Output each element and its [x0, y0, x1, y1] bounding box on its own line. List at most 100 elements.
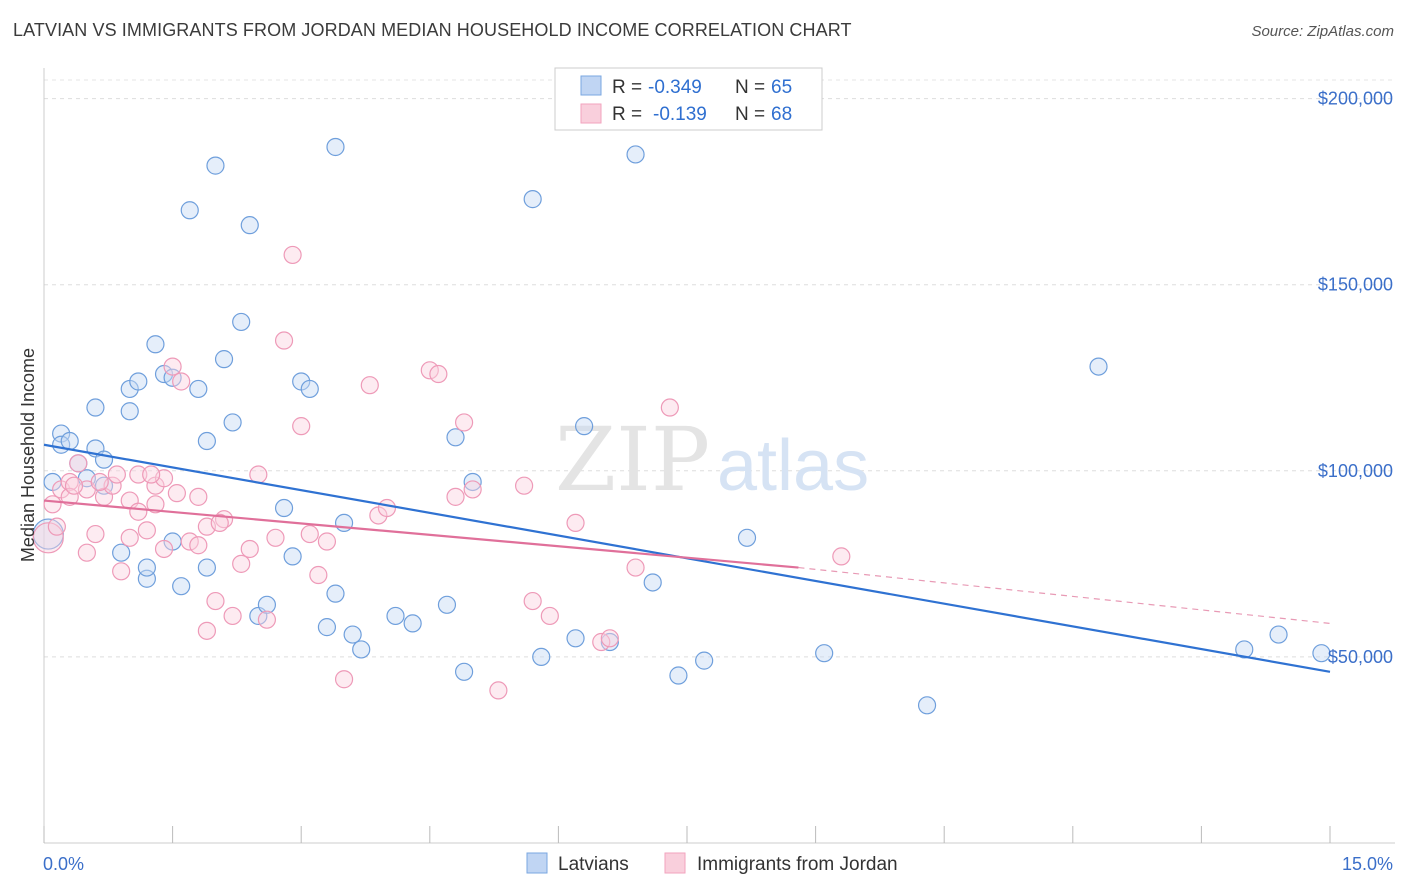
jordan-point-11: [120, 528, 139, 547]
latvians-point-60: [1089, 357, 1108, 376]
axes: [43, 68, 1395, 844]
jordan-point-16: [146, 495, 165, 514]
jordan-point-14: [129, 465, 148, 484]
jordan-point-63: [90, 472, 109, 492]
latvians-point-43: [403, 614, 422, 633]
latvians-point-41: [352, 640, 371, 659]
bottom-label-latvians: Latvians: [558, 854, 629, 875]
latvians-point-38: [326, 137, 345, 157]
latvians-point-50: [566, 629, 585, 648]
latvians-point-53: [626, 145, 645, 164]
latvians-point-28: [232, 312, 251, 332]
jordan-point-60: [32, 522, 64, 554]
jordan-point-65: [142, 465, 161, 484]
trend-lines: [43, 443, 1331, 673]
y-axis-title: Median Household Income: [18, 348, 38, 562]
jordan-point-3: [60, 487, 79, 506]
latvians-point-22: [189, 379, 208, 399]
jordan-point-37: [292, 417, 311, 436]
jordan-points: [32, 245, 851, 700]
latvians-point-49: [532, 647, 551, 667]
jordan-point-36: [283, 245, 302, 265]
chart-title: LATVIAN VS IMMIGRANTS FROM JORDAN MEDIAN…: [13, 20, 852, 40]
legend-n-value-2: 68: [771, 104, 792, 125]
watermark-atlas: atlas: [717, 426, 869, 506]
jordan-point-7: [86, 524, 105, 544]
bottom-legend: Latvians Immigrants from Jordan: [526, 852, 898, 875]
jordan-point-48: [454, 413, 474, 432]
y-tick-label-1: $100,000: [1318, 461, 1393, 481]
latvians-point-46: [454, 662, 474, 681]
jordan-point-10: [112, 562, 131, 581]
legend-r-value-2: -0.139: [653, 104, 707, 125]
latvians-point-54: [643, 573, 662, 592]
latvians-point-63: [1312, 644, 1331, 663]
latvians-point-6: [86, 398, 105, 417]
latvians-point-32: [274, 498, 294, 518]
latvians-point-15: [137, 558, 156, 577]
x-tick-max: 15.0%: [1342, 854, 1393, 874]
latvians-point-51: [575, 417, 594, 436]
jordan-point-51: [515, 476, 534, 495]
jordan-point-52: [523, 591, 542, 611]
latvians-point-47: [463, 472, 482, 492]
jordan-point-56: [600, 629, 619, 648]
latvians-point-44: [437, 595, 457, 614]
source-label: Source: ZipAtlas.com: [1251, 23, 1394, 40]
jordan-point-49: [463, 480, 482, 499]
latvians-point-21: [180, 201, 199, 220]
jordan-point-15: [137, 521, 156, 540]
jordan-trend-line: [43, 499, 799, 569]
jordan-point-27: [206, 591, 225, 611]
x-tick-min: 0.0%: [43, 854, 84, 874]
watermark: ZIP atlas: [555, 408, 869, 511]
latvians-point-56: [695, 651, 714, 670]
bottom-swatch-latvians: [526, 852, 548, 874]
latvians-point-39: [334, 513, 354, 533]
jordan-point-33: [257, 610, 277, 629]
latvians-point-3: [60, 431, 79, 451]
jordan-point-61: [47, 517, 66, 536]
jordan-point-31: [240, 539, 259, 559]
jordan-point-29: [223, 606, 242, 626]
jordan-point-39: [309, 565, 328, 585]
latvians-point-59: [917, 696, 937, 715]
jordan-point-13: [129, 502, 148, 521]
latvians-point-29: [240, 216, 259, 235]
jordan-point-57: [626, 558, 645, 577]
latvians-point-23: [197, 431, 216, 451]
latvians-point-42: [386, 606, 405, 626]
legend-swatch-latvians: [580, 75, 602, 96]
latvians-point-48: [523, 190, 542, 209]
legend-r-label-2: R =: [612, 104, 642, 125]
jordan-point-35: [274, 331, 294, 350]
jordan-point-54: [566, 513, 585, 533]
latvians-point-55: [669, 666, 688, 685]
jordan-point-53: [540, 606, 559, 626]
jordan-point-4: [69, 454, 88, 473]
latvians-point-26: [214, 350, 234, 369]
jordan-point-66: [167, 484, 186, 503]
latvians-point-58: [815, 644, 834, 663]
latvians-points: [32, 137, 1331, 715]
bottom-swatch-jordan: [664, 852, 686, 874]
jordan-point-46: [429, 364, 448, 384]
latvians-point-24: [197, 558, 216, 577]
jordan-point-44: [377, 498, 397, 518]
jordan-point-38: [300, 524, 319, 544]
legend-n-label-1: N =: [735, 77, 765, 98]
latvians-point-40: [343, 625, 362, 644]
latvians-point-20: [172, 577, 191, 596]
jordan-point-62: [64, 476, 84, 495]
latvians-point-10: [112, 543, 131, 562]
jordan-point-67: [210, 513, 229, 533]
jordan-point-42: [360, 376, 379, 395]
legend-swatch-jordan: [580, 103, 602, 124]
y-tick-labels: $50,000 $100,000 $150,000 $200,000: [1318, 89, 1393, 667]
latvians-point-16: [146, 335, 165, 354]
jordan-point-50: [489, 681, 508, 700]
legend-n-label-2: N =: [735, 104, 765, 125]
jordan-point-21: [172, 372, 191, 391]
jordan-point-41: [334, 670, 354, 689]
